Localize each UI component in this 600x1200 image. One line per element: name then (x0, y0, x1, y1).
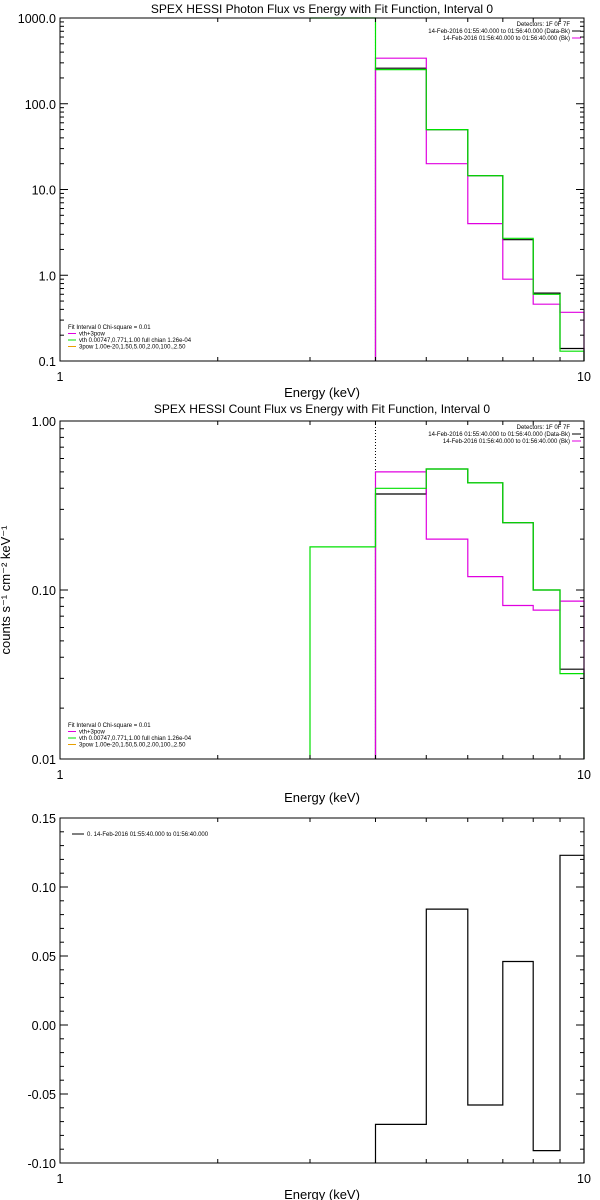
photon-flux-panel: SPEX HESSI Photon Flux vs Energy with Fi… (18, 2, 591, 400)
photon-flux-y-ticks: 0.1 1.0 10.0 100.0 1000.0 (18, 12, 584, 369)
count-flux-info-line: 14-Feb-2016 01:56:40.000 to 01:56:40.000… (443, 439, 570, 445)
count-flux-x-tick-label: 10 (577, 768, 591, 782)
residuals-frame (59, 817, 585, 1164)
residuals-y-tick-label: -0.05 (28, 1088, 57, 1102)
count-flux-series-0-step-line (374, 468, 585, 759)
count-flux-series-1-step-line (374, 471, 585, 759)
residuals-legend: 0. 14-Feb-2016 01:55:40.000 to 01:56:40.… (72, 832, 209, 838)
photon-flux-legend-entry: vth 0.00747,0.771,1.00 full chian 1.26e-… (79, 338, 192, 344)
count-flux-y-tick-label: 1.00 (32, 415, 56, 429)
count-flux-x-ticks: 1 10 (57, 421, 591, 782)
residuals-x-tick-label: 1 (57, 1172, 64, 1186)
residuals-x-ticks: 1 10 (57, 818, 591, 1186)
photon-flux-y-tick-label: 0.1 (39, 355, 56, 369)
photon-flux-y-tick-label: 1.0 (39, 269, 56, 283)
photon-flux-y-tick-label: 100.0 (25, 98, 56, 112)
count-flux-series-2-step-line (309, 468, 585, 759)
residuals-y-tick-label: -0.10 (28, 1157, 57, 1171)
count-flux-info-line: 14-Feb-2016 01:55:40.000 to 01:56:40.000… (428, 432, 570, 438)
count-flux-legend-entry: Fit Interval 0 Chi-square = 0.01 (68, 723, 151, 729)
count-flux-plot-area (309, 421, 585, 759)
count-flux-y-axis-label: counts s⁻¹ cm⁻² keV⁻¹ (0, 525, 13, 655)
photon-flux-series-1-step-line (374, 57, 585, 361)
photon-flux-legend-entry: Fit Interval 0 Chi-square = 0.01 (68, 325, 151, 331)
photon-flux-legend: Fit Interval 0 Chi-square = 0.01vth+3pow… (68, 325, 192, 351)
count-flux-legend: Fit Interval 0 Chi-square = 0.01vth+3pow… (68, 723, 192, 749)
photon-flux-frame (59, 17, 585, 362)
residuals-y-tick-label: 0.10 (32, 881, 56, 895)
residuals-series-0-step-line (374, 854, 585, 1163)
photon-flux-info-line: 14-Feb-2016 01:55:40.000 to 01:56:40.000… (428, 29, 570, 35)
count-flux-legend-entry: 3pow 1.00e-20,1.50,5.00,2.00,100.,2.50 (79, 743, 186, 749)
count-flux-title: SPEX HESSI Count Flux vs Energy with Fit… (154, 402, 490, 416)
residuals-y-tick-label: 0.05 (32, 950, 56, 964)
count-flux-legend-entry: vth 0.00747,0.771,1.00 full chian 1.26e-… (79, 736, 192, 742)
count-flux-y-tick-label: 0.10 (32, 584, 56, 598)
residuals-x-axis-label: Energy (keV) (284, 1187, 360, 1200)
count-flux-frame (59, 420, 585, 760)
photon-flux-legend-entry: vth+3pow (79, 332, 106, 338)
photon-flux-x-axis-label: Energy (keV) (284, 385, 360, 400)
count-flux-y-tick-label: 0.01 (32, 753, 56, 767)
photon-flux-y-tick-label: 10.0 (32, 184, 56, 198)
photon-flux-title: SPEX HESSI Photon Flux vs Energy with Fi… (151, 2, 493, 16)
photon-flux-legend-entry: 3pow 1.00e-20,1.50,5.00,2.00,100.,2.50 (79, 345, 186, 351)
count-flux-panel: SPEX HESSI Count Flux vs Energy with Fit… (0, 402, 591, 805)
photon-flux-plot-area (310, 17, 585, 361)
photon-flux-y-tick-label: 1000.0 (18, 12, 56, 26)
photon-flux-info-line: Detectors: 1F 0F 7F (517, 22, 571, 28)
count-flux-x-tick-label: 1 (57, 768, 64, 782)
residuals-y-ticks: -0.10 -0.05 0.00 0.05 0.10 0.15 (28, 812, 584, 1171)
photon-flux-series-0-step-line (374, 67, 585, 361)
residuals-plot-area (374, 854, 585, 1163)
residuals-legend-entry: 0. 14-Feb-2016 01:55:40.000 to 01:56:40.… (87, 832, 209, 838)
count-flux-y-ticks: 0.01 0.10 1.00 (32, 415, 584, 767)
residuals-y-tick-label: 0.15 (32, 812, 56, 826)
residuals-x-tick-label: 10 (577, 1172, 591, 1186)
photon-flux-info-line: 14-Feb-2016 01:56:40.000 to 01:56:40.000… (443, 36, 570, 42)
count-flux-legend-entry: vth+3pow (79, 730, 106, 736)
residuals-panel: 0. 14-Feb-2016 01:55:40.000 to 01:56:40.… (28, 812, 591, 1200)
photon-flux-series-2-step-line (310, 17, 585, 361)
residuals-y-tick-label: 0.00 (32, 1019, 56, 1033)
photon-flux-x-tick-label: 10 (577, 370, 591, 384)
count-flux-info-line: Detectors: 1F 0F 7F (517, 425, 571, 431)
count-flux-x-axis-label: Energy (keV) (284, 790, 360, 805)
photon-flux-x-tick-label: 1 (57, 370, 64, 384)
photon-flux-x-ticks: 1 10 (57, 18, 591, 384)
